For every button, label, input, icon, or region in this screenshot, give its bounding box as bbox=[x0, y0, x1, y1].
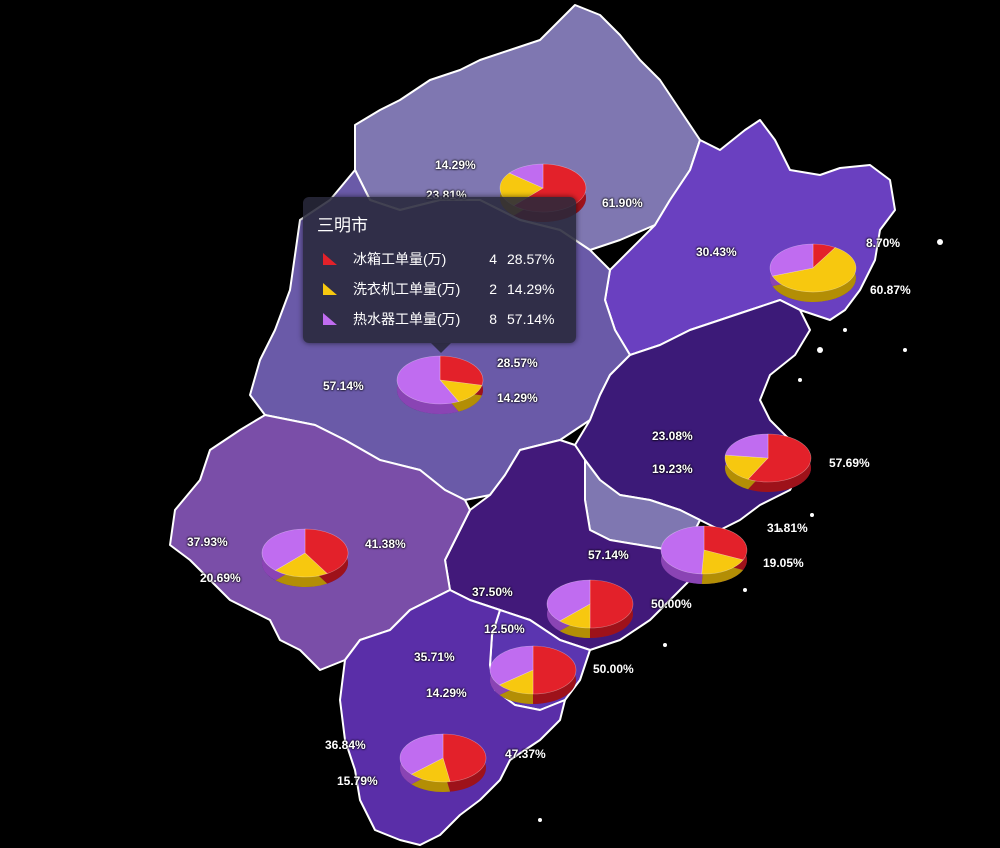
pie-slice-fuzhou-1[interactable] bbox=[724, 454, 769, 480]
tooltip-count: 4 bbox=[489, 251, 497, 267]
pie-slice-zhangzhou-1[interactable] bbox=[410, 757, 451, 783]
tooltip-caret bbox=[431, 343, 451, 353]
pie-slice-longyan-2[interactable] bbox=[261, 528, 306, 571]
pie-slice-putian-0[interactable] bbox=[703, 525, 748, 561]
pie-slice-ningde-2[interactable] bbox=[769, 243, 814, 277]
pie-slice-putian-1[interactable] bbox=[701, 549, 744, 575]
region-zhangzhou[interactable] bbox=[339, 589, 566, 846]
tooltip-series-name: 洗衣机工单量(万) bbox=[353, 281, 461, 297]
tooltip-title: 三明市 bbox=[317, 216, 368, 235]
pie-slice-xiamen-2[interactable] bbox=[489, 645, 534, 686]
tooltip-row: 热水器工单量(万) 8 57.14% bbox=[323, 309, 554, 329]
washer-swatch-icon bbox=[323, 283, 337, 295]
tooltip-percent: 57.14% bbox=[507, 311, 555, 327]
pie-slice-quanzhou-2[interactable] bbox=[546, 579, 591, 622]
pie-slice-putian-2[interactable] bbox=[660, 525, 705, 575]
pie-slice-fuzhou-0[interactable] bbox=[747, 433, 812, 483]
pie-slice-sanming-0[interactable] bbox=[439, 355, 484, 386]
tooltip-count: 8 bbox=[489, 311, 497, 327]
tooltip-series-name: 冰箱工单量(万) bbox=[353, 251, 447, 267]
pie-slice-longyan-1[interactable] bbox=[274, 552, 328, 578]
pie-slice-xiamen-0[interactable] bbox=[532, 645, 577, 695]
pie-slice-sanming-1[interactable] bbox=[439, 379, 483, 402]
tooltip-count: 2 bbox=[489, 281, 497, 297]
heater-swatch-icon bbox=[323, 313, 337, 325]
pie-slice-zhangzhou-2[interactable] bbox=[399, 733, 444, 775]
tooltip-percent: 28.57% bbox=[507, 251, 555, 267]
pie-slice-nanping-2[interactable] bbox=[508, 163, 544, 189]
tooltip-series-name: 热水器工单量(万) bbox=[353, 311, 461, 327]
map-tooltip: 三明市 冰箱工单量(万) 4 28.57% 洗衣机工单量(万) 2 14.29%… bbox=[303, 197, 576, 353]
pie-slice-ningde-0[interactable] bbox=[812, 243, 836, 269]
pie-slice-quanzhou-1[interactable] bbox=[558, 603, 591, 629]
pie-slice-sanming-2[interactable] bbox=[396, 355, 460, 405]
pie-slice-fuzhou-2[interactable] bbox=[724, 433, 769, 459]
fridge-swatch-icon bbox=[323, 253, 337, 265]
tooltip-row: 冰箱工单量(万) 4 28.57% bbox=[323, 249, 554, 269]
pie-slice-quanzhou-0[interactable] bbox=[589, 579, 634, 629]
pie-slice-zhangzhou-0[interactable] bbox=[442, 733, 487, 782]
pie-slice-ningde-1[interactable] bbox=[771, 247, 857, 293]
pie-slice-xiamen-1[interactable] bbox=[498, 669, 534, 695]
pie-slice-longyan-0[interactable] bbox=[304, 528, 349, 574]
tooltip-row: 洗衣机工单量(万) 2 14.29% bbox=[323, 279, 554, 299]
tooltip-percent: 14.29% bbox=[507, 281, 555, 297]
